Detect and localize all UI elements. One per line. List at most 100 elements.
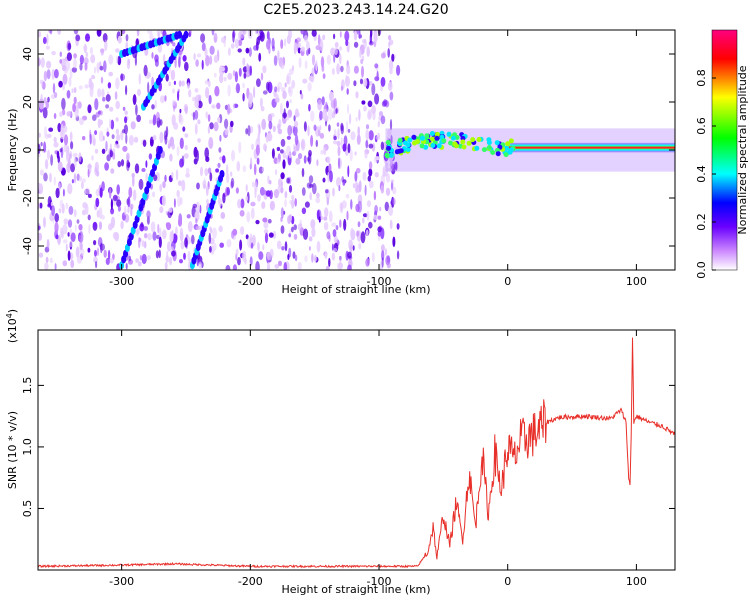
noise-blob <box>226 239 232 248</box>
noise-blob <box>192 203 198 209</box>
noise-blob <box>61 109 66 116</box>
noise-blob <box>263 143 267 151</box>
noise-blob <box>105 104 109 109</box>
noise-blob <box>345 75 350 87</box>
noise-blob <box>371 83 376 96</box>
noise-blob <box>238 39 243 46</box>
noise-blob <box>358 30 361 40</box>
noise-blob <box>62 73 68 85</box>
noise-blob <box>322 73 326 79</box>
noise-blob <box>87 168 90 178</box>
noise-blob <box>286 34 291 45</box>
noise-blob <box>344 30 350 42</box>
noise-blob <box>232 103 235 110</box>
noise-blob <box>362 217 365 224</box>
noise-blob <box>326 54 331 65</box>
noise-blob <box>108 54 114 65</box>
noise-blob <box>391 53 395 63</box>
noise-blob <box>178 115 184 125</box>
noise-blob <box>280 39 284 49</box>
noise-blob <box>110 168 115 174</box>
noise-blob <box>265 190 271 197</box>
noise-blob <box>264 232 269 244</box>
noise-blob <box>135 104 138 116</box>
band-blob <box>436 143 442 149</box>
noise-blob <box>278 260 282 267</box>
noise-blob <box>73 53 77 59</box>
noise-blob <box>84 203 89 215</box>
noise-blob <box>298 57 302 68</box>
noise-blob <box>96 62 100 74</box>
noise-blob <box>102 97 106 102</box>
noise-blob <box>320 56 325 68</box>
noise-blob <box>40 142 43 147</box>
noise-blob <box>187 221 193 233</box>
noise-blob <box>49 215 53 221</box>
noise-blob <box>109 106 114 112</box>
snr-y-label: SNR (10 * v/v) <box>6 411 19 489</box>
noise-blob <box>280 186 284 194</box>
noise-blob <box>331 222 337 227</box>
band-blob <box>453 143 459 149</box>
noise-blob <box>238 141 242 154</box>
noise-blob <box>161 229 167 240</box>
noise-blob <box>232 31 235 43</box>
noise-blob <box>116 144 120 149</box>
noise-blob <box>347 143 351 154</box>
noise-blob <box>315 139 318 148</box>
band-blob <box>495 151 501 157</box>
noise-blob <box>248 47 252 57</box>
noise-blob <box>266 251 272 261</box>
noise-blob <box>237 257 241 266</box>
noise-blob <box>145 160 148 168</box>
noise-blob <box>306 49 310 56</box>
noise-blob <box>230 43 235 49</box>
noise-blob <box>389 219 393 230</box>
noise-blob <box>115 117 119 122</box>
noise-blob <box>125 85 128 96</box>
noise-blob <box>193 158 198 165</box>
noise-blob <box>159 131 164 144</box>
noise-blob <box>143 64 148 77</box>
noise-blob <box>316 159 319 167</box>
noise-blob <box>79 176 83 182</box>
noise-blob <box>232 264 237 270</box>
noise-blob <box>339 31 342 38</box>
noise-blob <box>156 234 161 240</box>
noise-blob <box>213 72 217 78</box>
noise-blob <box>300 138 306 151</box>
noise-blob <box>337 146 341 157</box>
noise-blob <box>132 175 135 187</box>
noise-blob <box>212 227 217 239</box>
noise-blob <box>267 113 273 123</box>
noise-blob <box>219 242 224 248</box>
noise-blob <box>330 47 335 56</box>
band-blob <box>384 152 390 158</box>
noise-blob <box>333 47 338 56</box>
snr-x-label: Height of straight line (km) <box>281 583 430 596</box>
noise-blob <box>99 243 105 251</box>
noise-blob <box>63 218 69 225</box>
noise-blob <box>232 70 236 77</box>
noise-blob <box>331 252 336 261</box>
noise-blob <box>143 233 148 239</box>
band-blob <box>494 140 500 146</box>
noise-blob <box>262 90 268 95</box>
noise-blob <box>151 52 154 59</box>
noise-blob <box>120 159 125 167</box>
noise-blob <box>56 150 60 159</box>
noise-blob <box>171 171 174 179</box>
noise-blob <box>70 163 75 173</box>
noise-blob <box>286 100 289 109</box>
noise-blob <box>213 121 219 132</box>
noise-blob <box>95 111 100 118</box>
noise-blob <box>159 206 164 214</box>
noise-blob <box>223 37 226 48</box>
noise-blob <box>84 62 88 71</box>
noise-blob <box>353 30 358 41</box>
noise-blob <box>311 54 316 66</box>
noise-blob <box>282 159 286 170</box>
noise-blob <box>274 264 280 269</box>
noise-blob <box>266 262 271 270</box>
noise-blob <box>324 251 328 259</box>
